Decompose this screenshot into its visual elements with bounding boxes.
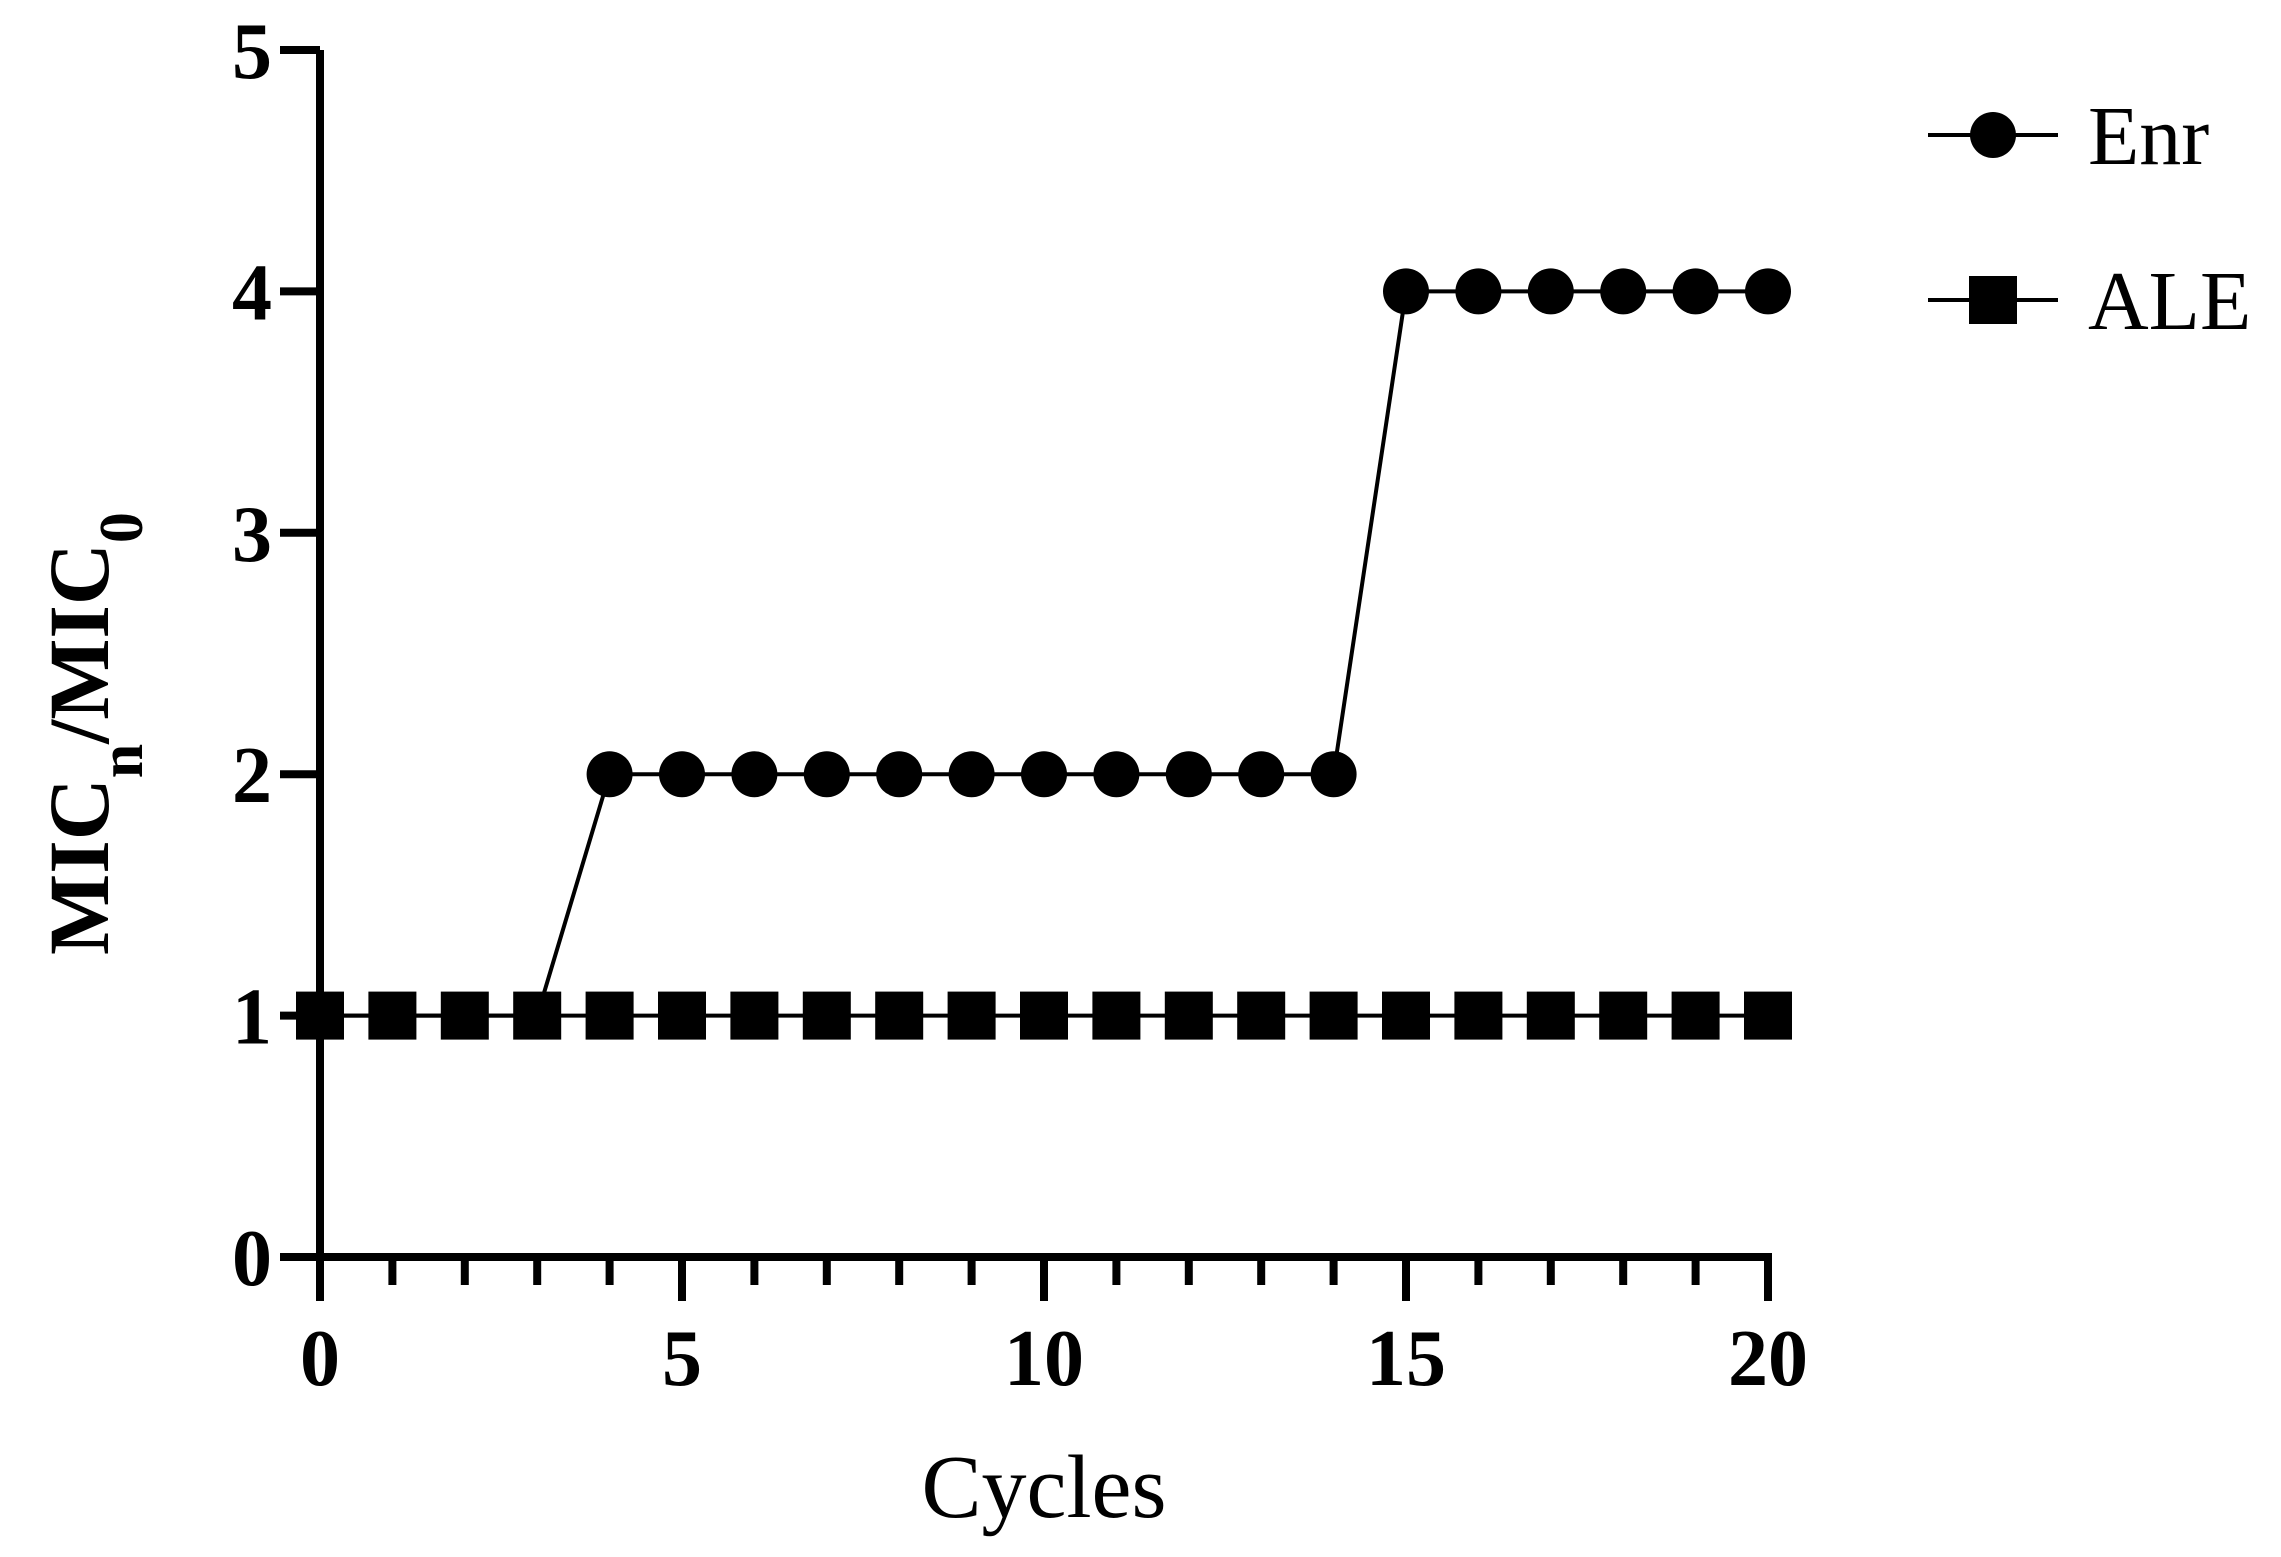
data-point (1526, 991, 1575, 1040)
series-layer (296, 268, 1792, 1040)
legend: Enr ALE (1928, 90, 2251, 348)
data-point (947, 991, 996, 1040)
x-tick-label: 10 (1004, 1315, 1084, 1403)
data-point (1382, 991, 1430, 1040)
y-tick-label: 2 (232, 732, 272, 820)
data-point (585, 991, 634, 1040)
data-point (1600, 268, 1647, 315)
y-tick-label: 0 (232, 1215, 272, 1303)
series-enr (320, 289, 1768, 1018)
data-point (802, 991, 851, 1040)
axes: 0 1 2 3 4 5 0 5 10 15 20 (232, 8, 1808, 1403)
legend-marker (1969, 276, 2017, 324)
data-point (1383, 268, 1429, 315)
data-point (297, 992, 343, 1039)
data-point (1527, 268, 1574, 315)
data-point (1092, 991, 1141, 1040)
data-point (369, 992, 416, 1039)
data-point (1309, 991, 1358, 1040)
y-tick-label: 4 (232, 249, 272, 337)
data-point (441, 992, 488, 1039)
data-point (586, 751, 633, 798)
data-point (948, 751, 995, 798)
data-point (1744, 991, 1792, 1040)
data-point (731, 751, 778, 798)
x-tick-label: 20 (1728, 1315, 1808, 1403)
x-axis-title: Cycles (922, 1438, 1167, 1537)
x-tick-label: 5 (662, 1315, 702, 1403)
legend-item-enr: Enr (1928, 90, 2209, 183)
data-point (514, 992, 561, 1039)
data-point (730, 991, 779, 1040)
y-tick-label: 1 (232, 974, 272, 1062)
data-point (1672, 268, 1719, 315)
data-point (1020, 991, 1068, 1040)
data-point (1093, 751, 1140, 798)
y-axis-title: MICn/MIC0 (31, 512, 156, 955)
data-point (1238, 751, 1285, 798)
data-point (1455, 268, 1502, 315)
data-point (1164, 991, 1213, 1040)
data-point (1454, 991, 1503, 1040)
legend-marker (1970, 112, 2016, 158)
x-tick-label: 15 (1366, 1315, 1446, 1403)
y-axis-title-sub-n: n (88, 744, 156, 778)
data-point (1599, 991, 1648, 1040)
data-point (876, 751, 923, 798)
y-tick-label: 5 (232, 8, 272, 96)
data-point (1237, 991, 1286, 1040)
y-tick-label: 3 (232, 491, 272, 579)
data-point (1021, 751, 1067, 798)
data-point (875, 991, 924, 1040)
data-point (1165, 751, 1212, 798)
x-tick-label: 0 (300, 1315, 340, 1403)
data-point (1671, 991, 1720, 1040)
y-axis-title-sub-0: 0 (88, 512, 156, 543)
data-point (803, 751, 850, 798)
data-point (659, 751, 705, 798)
data-point (1310, 751, 1357, 798)
legend-label: ALE (2088, 255, 2251, 348)
markers-enr (297, 268, 1791, 1039)
series-line (320, 289, 1768, 1018)
y-axis-title-main: MIC (31, 778, 127, 955)
legend-item-ale: ALE (1928, 255, 2251, 348)
y-axis-title-denominator: /MIC (31, 543, 127, 745)
data-point (1745, 268, 1791, 315)
legend-label: Enr (2088, 90, 2209, 183)
data-point (658, 991, 706, 1040)
